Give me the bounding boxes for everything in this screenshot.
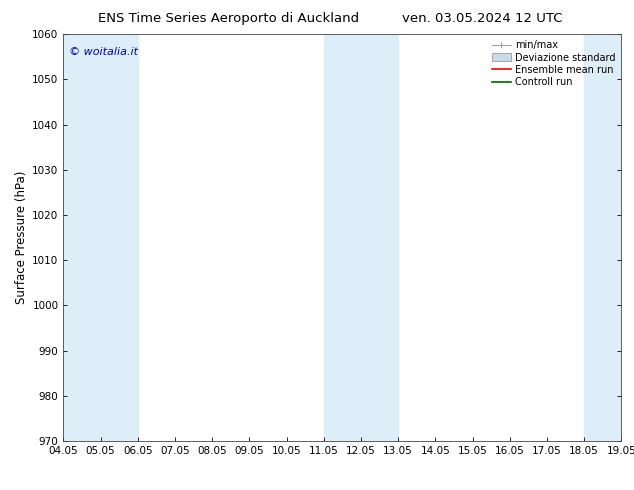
- Bar: [324, 34, 398, 441]
- Bar: [63, 34, 138, 441]
- Legend: min/max, Deviazione standard, Ensemble mean run, Controll run: min/max, Deviazione standard, Ensemble m…: [489, 37, 618, 90]
- Text: ven. 03.05.2024 12 UTC: ven. 03.05.2024 12 UTC: [401, 12, 562, 25]
- Text: © woitalia.it: © woitalia.it: [69, 47, 138, 56]
- Y-axis label: Surface Pressure (hPa): Surface Pressure (hPa): [15, 171, 28, 304]
- Text: ENS Time Series Aeroporto di Auckland: ENS Time Series Aeroporto di Auckland: [98, 12, 359, 25]
- Bar: [584, 34, 621, 441]
